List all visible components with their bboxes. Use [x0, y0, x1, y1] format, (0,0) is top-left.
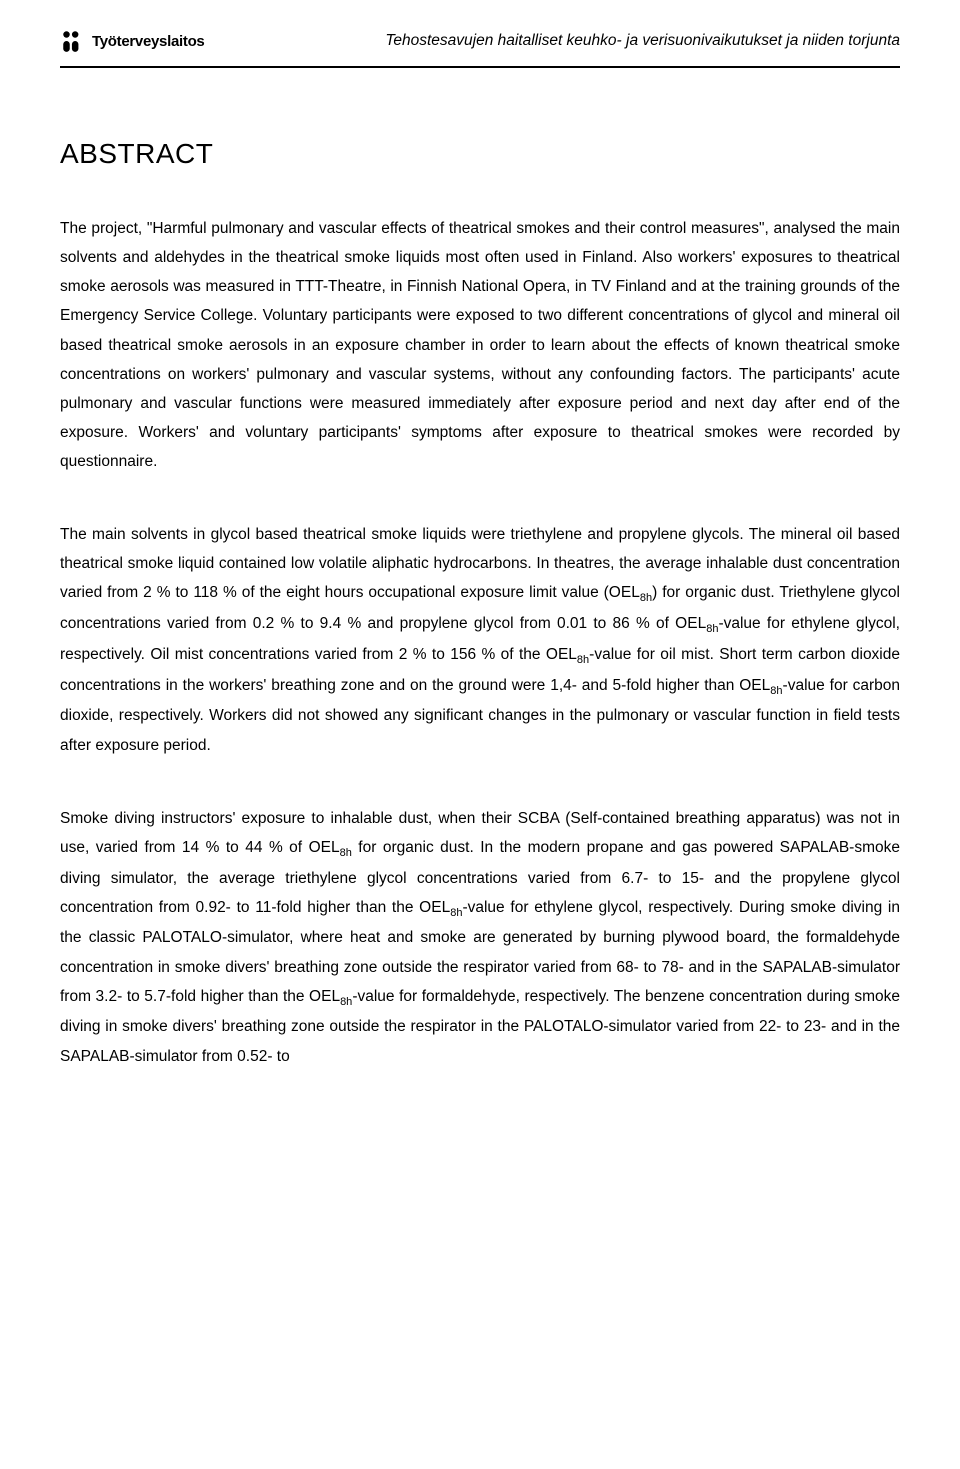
logo-text: Työterveyslaitos [92, 33, 204, 50]
oel-sub-3: 8h [577, 654, 589, 666]
abstract-paragraph-2: The main solvents in glycol based theatr… [60, 520, 900, 760]
oel-sub-1: 8h [640, 592, 652, 604]
oel-sub-5: 8h [340, 847, 352, 859]
abstract-paragraph-1: The project, "Harmful pulmonary and vasc… [60, 214, 900, 476]
page-content: ABSTRACT The project, "Harmful pulmonary… [0, 138, 960, 1071]
org-logo: Työterveyslaitos [60, 28, 204, 54]
oel-sub-4: 8h [770, 685, 782, 697]
oel-sub-2: 8h [706, 623, 718, 635]
oel-sub-7: 8h [340, 996, 352, 1008]
logo-icon [60, 28, 86, 54]
running-header-title: Tehostesavujen haitalliset keuhko- ja ve… [204, 32, 900, 50]
page-header: Työterveyslaitos Tehostesavujen haitalli… [60, 0, 900, 68]
oel-sub-6: 8h [450, 907, 462, 919]
section-heading: ABSTRACT [60, 138, 900, 170]
abstract-paragraph-3: Smoke diving instructors' exposure to in… [60, 804, 900, 1071]
